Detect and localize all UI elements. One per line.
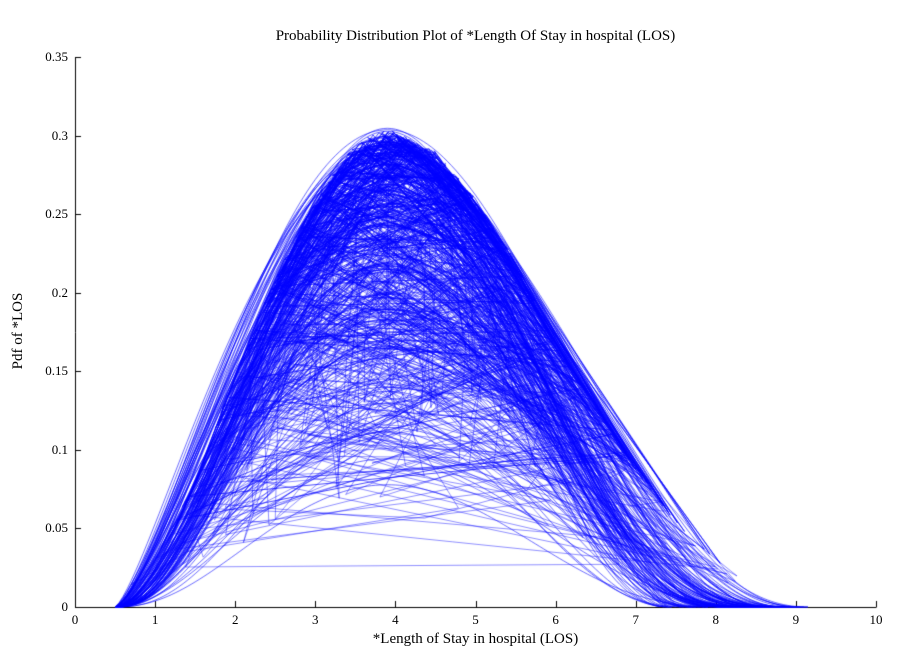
chart-title: Probability Distribution Plot of *Length… [275, 28, 676, 44]
y-axis-label: Pdf of *LOS [10, 292, 26, 370]
x-axis-label: *Length of Stay in hospital (LOS) [372, 631, 579, 647]
